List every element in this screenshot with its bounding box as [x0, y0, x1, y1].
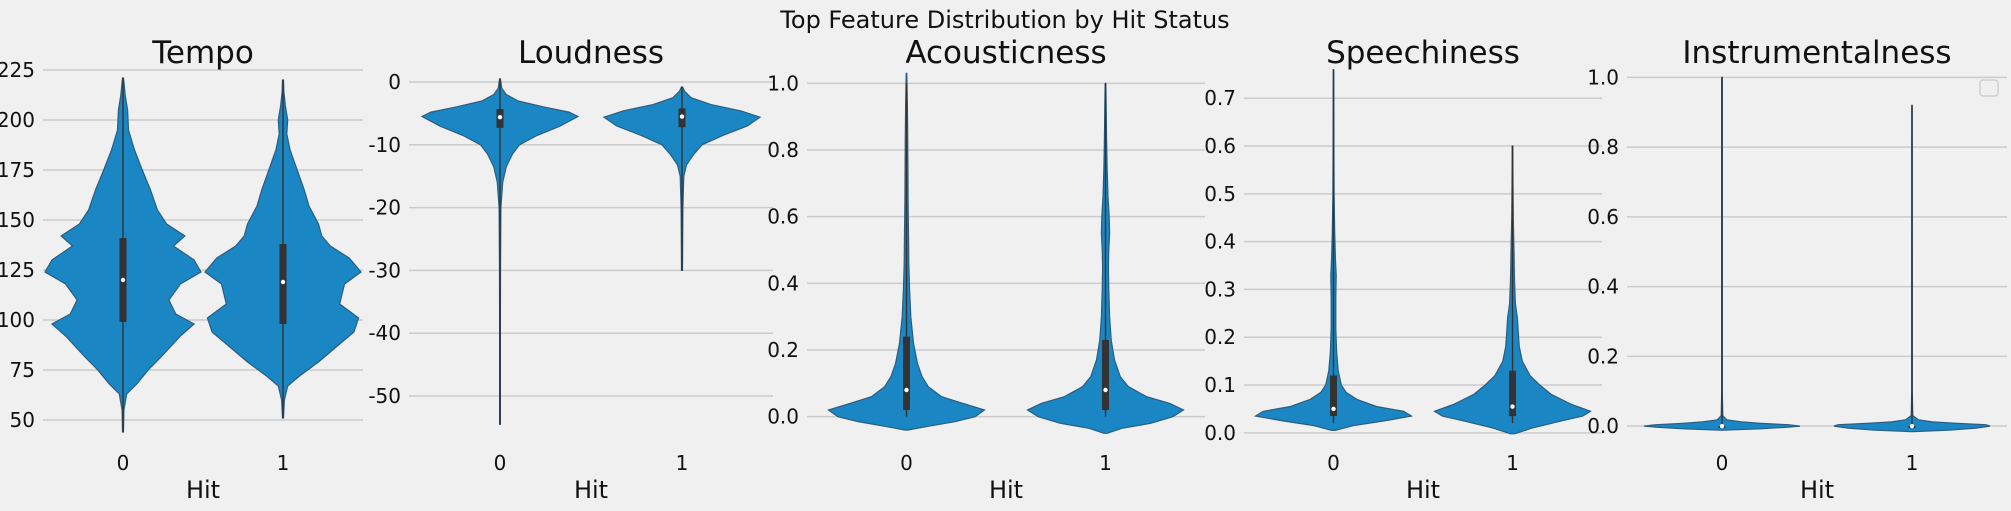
violin-median — [1103, 387, 1108, 393]
panel-instrumentalness: 0.0 0.2 0.4 0.6 0.8 1.0 0 1 Instrumentalness Hit — [1587, 35, 2007, 504]
x-tick-label: 0 — [900, 451, 913, 475]
x-tick-label: 1 — [1506, 451, 1519, 475]
y-tick-label: 0.8 — [1587, 135, 1619, 159]
y-tick-label: 150 — [0, 208, 35, 232]
y-tick-label: 0.6 — [767, 205, 799, 229]
violin-median — [1909, 423, 1915, 429]
y-tick-label: 0.2 — [1587, 344, 1619, 368]
y-tick-label: 1.0 — [1587, 65, 1619, 89]
violin-iqr-box — [1102, 340, 1109, 410]
y-tick-label: 75 — [10, 358, 35, 382]
x-tick-label: 0 — [1327, 451, 1340, 475]
panel-title: Instrumentalness — [1682, 35, 1951, 71]
x-axis-label: Hit — [1406, 476, 1440, 504]
x-axis-label: Hit — [186, 476, 220, 504]
y-tick-label: -40 — [368, 321, 401, 345]
y-tick-label: 200 — [0, 108, 35, 132]
violin-iqr-box — [903, 336, 910, 410]
y-tick-label: 0.4 — [1587, 275, 1619, 299]
y-tick-label: 0.2 — [767, 338, 799, 362]
x-tick-label: 0 — [117, 451, 130, 475]
y-tick-label: -50 — [368, 384, 401, 408]
y-tick-label: 0.6 — [1587, 205, 1619, 229]
y-tick-label: -20 — [368, 196, 401, 220]
x-tick-label: 1 — [277, 451, 290, 475]
y-tick-label: 0 — [388, 70, 401, 94]
y-tick-label: 0.8 — [767, 138, 799, 162]
y-tick-label: 0.0 — [767, 405, 799, 429]
violin-median — [497, 114, 503, 120]
y-tick-label: 125 — [0, 258, 35, 282]
violin-median — [280, 279, 286, 285]
panel-title: Acousticness — [905, 35, 1106, 71]
panel-loudness: 0 -10 -20 -30 -40 -50 0 1 Loudness Hit — [368, 35, 773, 504]
x-axis-label: Hit — [1800, 476, 1834, 504]
x-tick-label: 1 — [1906, 451, 1919, 475]
violin-median — [679, 114, 685, 119]
y-tick-label: -10 — [368, 133, 401, 157]
violin-median — [1331, 406, 1336, 412]
violin-iqr-box — [1330, 375, 1337, 417]
x-tick-label: 0 — [494, 451, 507, 475]
y-tick-label: 0.6 — [1204, 134, 1236, 158]
panel-tempo: 50 75 100 125 150 175 200 225 0 1 Tempo Hit — [0, 35, 363, 504]
panel-title: Tempo — [151, 35, 254, 71]
y-tick-label: 100 — [0, 308, 35, 332]
violin-median — [1719, 423, 1725, 429]
panel-acousticness: 0.0 0.2 0.4 0.6 0.8 1.0 0 1 Acousticness Hit — [767, 35, 1205, 504]
y-tick-label: 0.0 — [1587, 414, 1619, 438]
y-tick-label: 0.1 — [1204, 373, 1236, 397]
panel-speechiness: 0.0 0.1 0.2 0.3 0.4 0.5 0.6 0.7 0 1 Speechiness Hit — [1204, 35, 1602, 504]
x-tick-label: 1 — [676, 451, 689, 475]
violin-median — [1510, 404, 1515, 409]
y-tick-label: -30 — [368, 258, 401, 282]
y-tick-label: 225 — [0, 58, 35, 82]
violin-median — [904, 387, 909, 393]
x-tick-label: 0 — [1716, 451, 1729, 475]
x-axis-label: Hit — [989, 476, 1023, 504]
y-tick-label: 1.0 — [767, 71, 799, 95]
y-tick-label: 50 — [10, 408, 35, 432]
figure-suptitle: Top Feature Distribution by Hit Status — [779, 6, 1229, 34]
y-tick-label: 0.2 — [1204, 325, 1236, 349]
y-tick-label: 0.4 — [1204, 230, 1236, 254]
x-tick-label: 1 — [1099, 451, 1112, 475]
y-tick-label: 0.3 — [1204, 277, 1236, 301]
violin-median — [120, 277, 126, 283]
y-tick-label: 0.0 — [1204, 421, 1236, 445]
panel-title: Speechiness — [1326, 35, 1520, 71]
panel-title: Loudness — [518, 35, 664, 71]
x-axis-label: Hit — [574, 476, 608, 504]
violin-iqr-box — [1509, 370, 1516, 417]
legend-box — [1979, 79, 1999, 97]
y-tick-label: 0.5 — [1204, 182, 1236, 206]
y-tick-label: 0.7 — [1204, 86, 1236, 110]
y-tick-label: 0.4 — [767, 271, 799, 295]
y-tick-label: 175 — [0, 158, 35, 182]
